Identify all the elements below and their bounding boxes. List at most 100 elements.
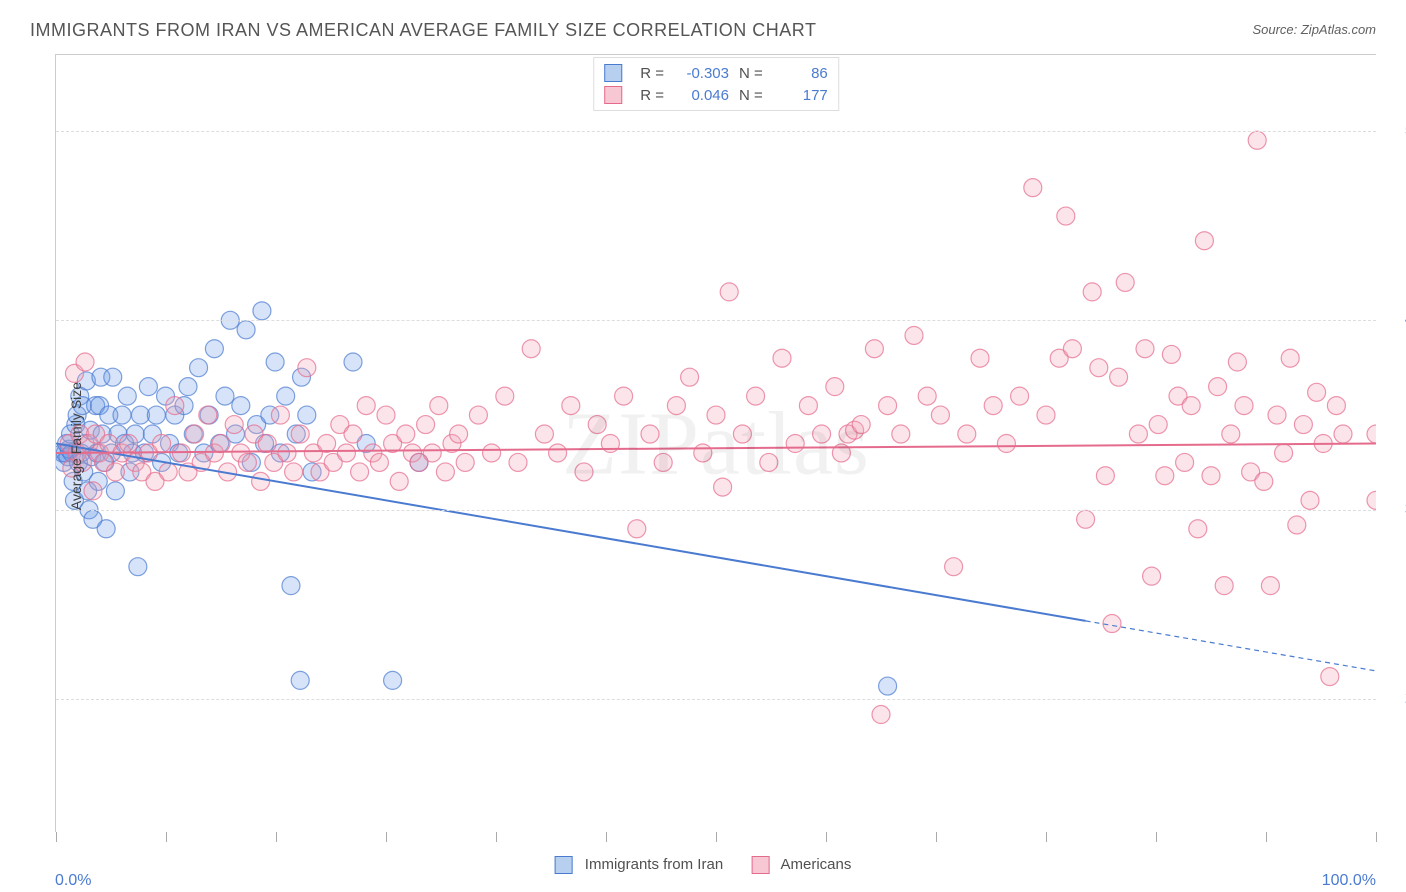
- stats-legend-box: R = -0.303 N = 86 R = 0.046 N = 177: [593, 57, 839, 111]
- data-point: [694, 444, 712, 462]
- data-point: [1215, 577, 1233, 595]
- data-point: [120, 435, 138, 453]
- data-point: [1235, 397, 1253, 415]
- data-point: [186, 425, 204, 443]
- data-point: [773, 349, 791, 367]
- data-point: [575, 463, 593, 481]
- data-point: [872, 706, 890, 724]
- data-point: [1301, 491, 1319, 509]
- data-point: [291, 671, 309, 689]
- data-point: [931, 406, 949, 424]
- series-legend: Immigrants from Iran Americans: [555, 856, 852, 874]
- x-tick: [166, 832, 167, 842]
- legend-item-americans: Americans: [751, 856, 851, 874]
- data-point: [237, 321, 255, 339]
- data-point: [852, 416, 870, 434]
- x-tick: [56, 832, 57, 842]
- data-point: [1189, 520, 1207, 538]
- data-point: [1162, 345, 1180, 363]
- data-point: [1103, 615, 1121, 633]
- data-point: [450, 425, 468, 443]
- r-value-iran: -0.303: [674, 65, 729, 82]
- x-tick: [496, 832, 497, 842]
- y-tick-label: 3.00: [1386, 501, 1406, 519]
- x-tick: [1156, 832, 1157, 842]
- data-point: [1024, 179, 1042, 197]
- data-point: [166, 397, 184, 415]
- data-point: [1261, 577, 1279, 595]
- data-point: [199, 406, 217, 424]
- data-point: [1156, 467, 1174, 485]
- data-point: [588, 416, 606, 434]
- data-point: [205, 340, 223, 358]
- source-attribution: Source: ZipAtlas.com: [1252, 22, 1376, 37]
- data-point: [113, 406, 131, 424]
- data-point: [344, 425, 362, 443]
- data-point: [562, 397, 580, 415]
- data-point: [258, 435, 276, 453]
- data-point: [1288, 516, 1306, 534]
- data-point: [1011, 387, 1029, 405]
- x-tick: [716, 832, 717, 842]
- data-point: [984, 397, 1002, 415]
- data-point: [1096, 467, 1114, 485]
- y-tick-label: 2.00: [1386, 690, 1406, 708]
- x-tick: [826, 832, 827, 842]
- data-point: [179, 378, 197, 396]
- data-point: [232, 397, 250, 415]
- data-point: [106, 463, 124, 481]
- data-point: [1077, 510, 1095, 528]
- data-point: [1334, 425, 1352, 443]
- data-point: [747, 387, 765, 405]
- data-point: [1255, 472, 1273, 490]
- data-point: [892, 425, 910, 443]
- x-tick: [1266, 832, 1267, 842]
- data-point: [865, 340, 883, 358]
- data-point: [159, 463, 177, 481]
- data-point: [1367, 491, 1376, 509]
- x-max-label: 100.0%: [1322, 872, 1376, 890]
- trendline-extrapolated: [1086, 621, 1376, 671]
- data-point: [1248, 131, 1266, 149]
- swatch-iran-icon: [604, 64, 622, 82]
- data-point: [760, 453, 778, 471]
- data-point: [1228, 353, 1246, 371]
- stats-row-iran: R = -0.303 N = 86: [604, 62, 828, 84]
- data-point: [377, 406, 395, 424]
- x-min-label: 0.0%: [55, 872, 91, 890]
- data-point: [118, 387, 136, 405]
- data-point: [1222, 425, 1240, 443]
- data-point: [318, 435, 336, 453]
- data-point: [106, 482, 124, 500]
- data-point: [190, 359, 208, 377]
- data-point: [1143, 567, 1161, 585]
- data-point: [826, 378, 844, 396]
- data-point: [707, 406, 725, 424]
- data-point: [628, 520, 646, 538]
- data-point: [469, 406, 487, 424]
- data-point: [615, 387, 633, 405]
- data-point: [733, 425, 751, 443]
- x-tick: [386, 832, 387, 842]
- data-point: [958, 425, 976, 443]
- legend-label-iran: Immigrants from Iran: [585, 856, 723, 873]
- data-point: [423, 444, 441, 462]
- data-point: [1327, 397, 1345, 415]
- chart-title: IMMIGRANTS FROM IRAN VS AMERICAN AVERAGE…: [30, 20, 816, 41]
- data-point: [667, 397, 685, 415]
- data-point: [1176, 453, 1194, 471]
- data-point: [549, 444, 567, 462]
- data-point: [253, 302, 271, 320]
- data-point: [1037, 406, 1055, 424]
- data-point: [436, 463, 454, 481]
- data-point: [905, 326, 923, 344]
- trendline: [56, 444, 1086, 621]
- data-point: [1057, 207, 1075, 225]
- data-point: [1367, 425, 1376, 443]
- data-point: [266, 353, 284, 371]
- stats-row-americans: R = 0.046 N = 177: [604, 84, 828, 106]
- data-point: [252, 472, 270, 490]
- data-point: [1149, 416, 1167, 434]
- data-point: [397, 425, 415, 443]
- data-point: [971, 349, 989, 367]
